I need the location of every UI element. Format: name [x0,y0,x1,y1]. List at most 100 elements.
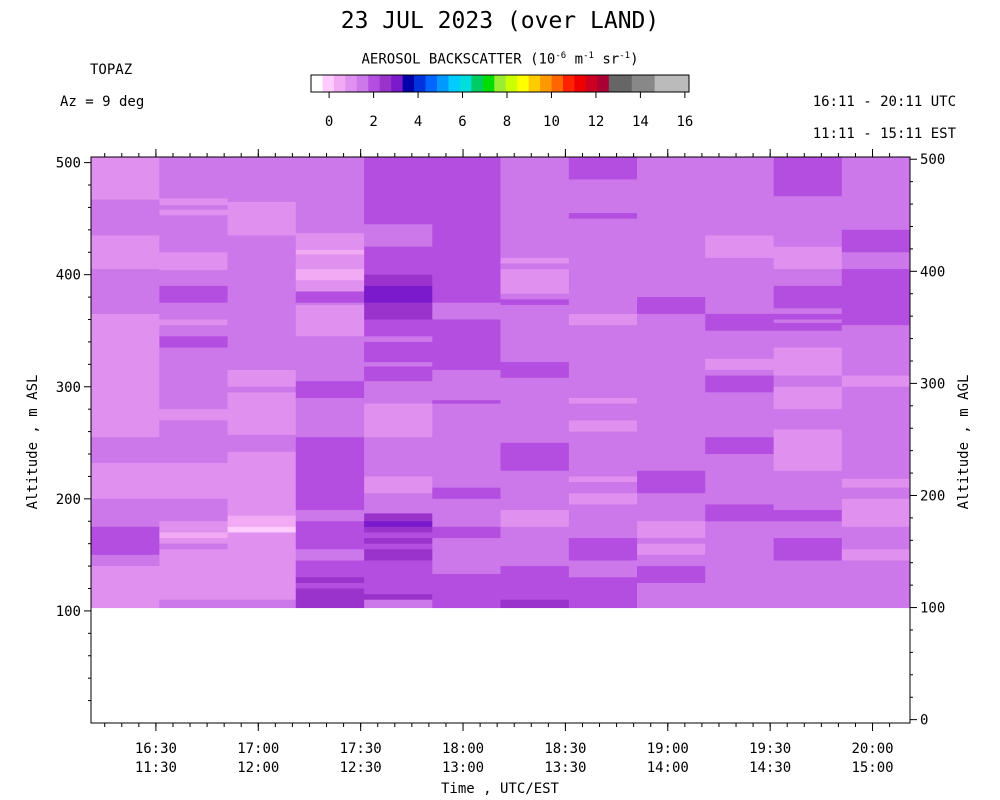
heatmap-cell [705,358,775,371]
heatmap-cell [159,205,229,211]
heatmap-cell [159,270,229,287]
heatmap-cell [295,510,365,522]
heatmap-cell [568,218,638,315]
y-right-tick-label: 500 [920,152,945,168]
heatmap-cell [227,532,297,601]
heatmap-cell [364,594,433,601]
heatmap-cell [841,560,911,584]
heatmap-cell [637,297,706,315]
x-tick-label-utc: 16:30 [135,741,177,757]
heatmap-cell [500,377,570,444]
heatmap-cell [705,504,775,522]
heatmap-cell [295,157,365,234]
colorbar-swatch [563,75,575,92]
heatmap-cell [841,325,911,377]
colorbar-title: AEROSOL BACKSCATTER (10-6 m-1 sr-1) [300,51,700,68]
colorbar-title-part: ) [630,51,639,68]
heatmap-cell [159,462,229,500]
heatmap-cell [364,362,433,368]
colorbar-title-exponent: -1 [619,51,631,61]
heatmap-cell [773,375,843,388]
heatmap-cell [568,431,638,444]
heatmap-cell [295,437,365,511]
y-right-tick-label: 0 [920,713,928,729]
heatmap-cell [841,498,911,528]
heatmap-cell [568,403,638,421]
x-tick-label-utc: 19:30 [749,741,791,757]
heatmap-cell [500,263,570,270]
heatmap-cell [364,224,433,248]
y-left-tick-label: 200 [56,492,81,508]
colorbar-swatch [551,75,564,92]
colorbar-swatch [528,75,541,92]
colorbar-swatch [666,75,679,92]
y-right-tick-label: 100 [920,601,945,617]
colorbar-tick-label: 12 [588,114,605,130]
heatmap-cell [637,554,706,567]
heatmap-cell [432,319,501,371]
est-range-label: 11:11 - 15:11 EST [812,126,956,142]
heatmap-cell [637,313,706,472]
heatmap-cell [364,246,433,276]
heatmap-cell [773,386,843,410]
heatmap-cell [773,330,843,349]
heatmap-cell [364,381,433,401]
x-tick-label-est: 12:00 [237,760,279,776]
heatmap-cell [637,157,706,298]
heatmap-cell [364,274,433,287]
colorbar-swatch [414,75,427,92]
heatmap-cell [364,543,433,550]
heatmap-cell [773,521,843,539]
heatmap-cell [705,257,775,315]
heatmap-cell [432,302,501,309]
heatmap-cell [705,437,775,455]
heatmap-cell [295,269,365,281]
colorbar-swatch [620,75,633,92]
heatmap-cell [364,493,433,514]
heatmap-cell [500,299,570,306]
heatmap-cell [295,549,365,561]
colorbar-swatch [345,75,358,92]
heatmap-cell [568,560,638,567]
colorbar-frame [310,74,690,93]
heatmap-cell [295,304,365,337]
heatmap-cell [159,215,229,253]
colorbar-title-exponent: -6 [555,51,567,61]
heatmap-cell [159,347,229,399]
heatmap-cell [295,571,365,578]
heatmap-cell [432,157,501,292]
heatmap-cell [159,420,229,464]
heatmap-cell [364,336,433,343]
heatmap-cell [568,504,638,539]
heatmap-cell [705,526,775,533]
heatmap-cell [91,235,160,270]
heatmap-cell [159,252,229,271]
heatmap-cell [159,532,229,539]
colorbar-swatch [379,75,392,92]
heatmap-cell [568,566,638,578]
heatmap-cell [295,336,365,377]
y-right-tick-label: 400 [920,264,945,280]
azimuth-label: Az = 9 deg [60,94,145,110]
heatmap-cell [568,325,638,399]
heatmap-cell [568,420,638,433]
heatmap-cell [773,510,843,522]
heatmap-cell [227,201,297,236]
heatmap-cell [841,269,911,326]
heatmap-cell [705,235,775,259]
x-tick-label-est: 14:30 [749,760,791,776]
y-axis-title-left: Altitude , m ASL [25,375,41,510]
heatmap-cell [227,526,297,533]
x-tick-label-est: 15:00 [851,760,893,776]
heatmap-cell [159,588,229,601]
axes: 100 200 300 400 500 0 100 200 300 400 500 16:30 11:3… [56,149,945,776]
heatmap-cell [841,157,911,231]
heatmap-cell [500,470,570,511]
heatmap-cell [500,566,570,601]
heatmap-cell [364,358,433,363]
heatmap-cell [91,176,160,193]
colorbar-swatch [654,75,667,92]
heatmap-cell [364,437,433,477]
heatmap-cell [364,341,433,360]
